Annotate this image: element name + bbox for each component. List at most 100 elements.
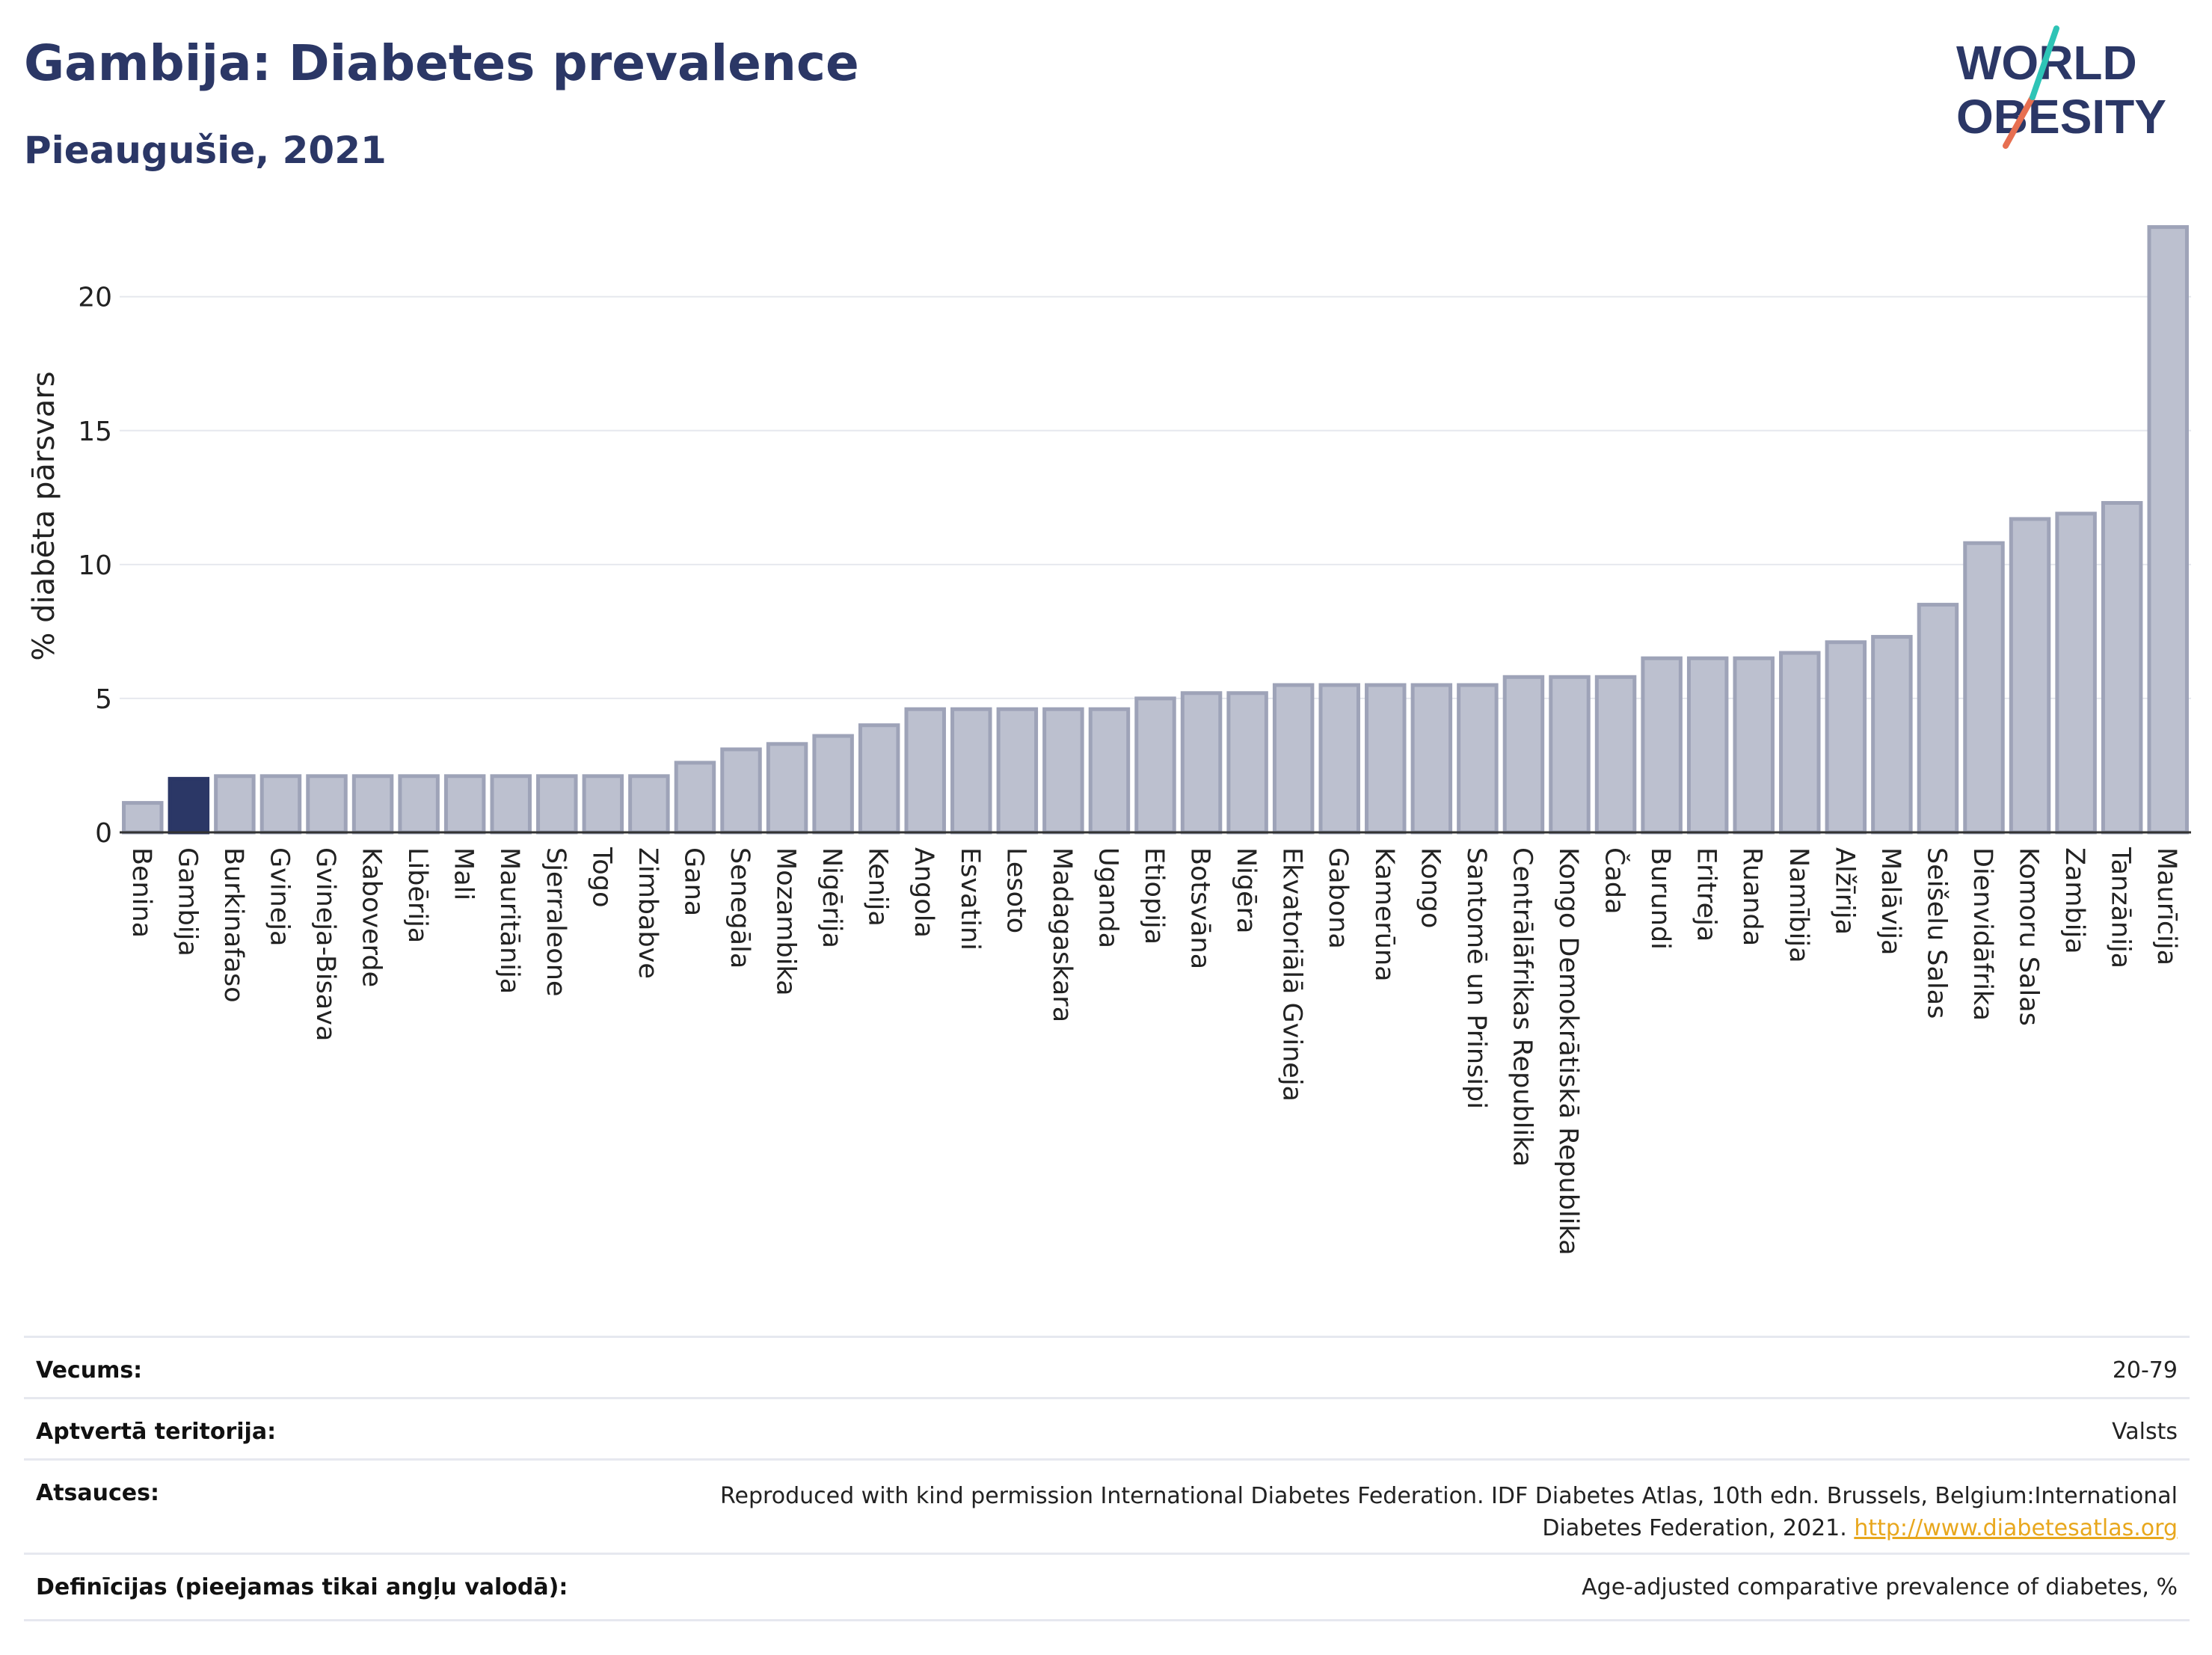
bar-namībija[interactable]	[1779, 651, 1821, 835]
bar-nigērija[interactable]	[812, 734, 854, 835]
x-tick-label: Gabona	[1323, 847, 1353, 949]
bar-mozambika[interactable]	[766, 742, 808, 835]
bar-togo[interactable]	[582, 774, 624, 835]
bar-gvineja[interactable]	[259, 774, 302, 835]
x-tick-label: Benina	[126, 847, 156, 938]
x-tick-label: Kongo Demokrātiskā Republika	[1553, 847, 1583, 1256]
bar-kenija[interactable]	[858, 723, 900, 835]
x-tick-label: Malāvija	[1875, 847, 1905, 955]
x-tick-label: Burkinafaso	[218, 847, 248, 1003]
chart-subtitle: Pieaugušie, 2021	[24, 129, 387, 172]
x-tick-label: Uganda	[1093, 847, 1122, 948]
bar-malāvija[interactable]	[1871, 635, 1913, 835]
info-label: Aptvertā teritorija:	[36, 1419, 277, 1445]
x-tick-label: Angola	[909, 847, 938, 938]
bar-kaboverde[interactable]	[351, 774, 394, 835]
bar-burkinafaso[interactable]	[214, 774, 256, 835]
logo-line2: OBESITY	[1956, 90, 2166, 144]
reference-line1: Reproduced with kind permission Internat…	[720, 1483, 2178, 1509]
bar-burundi[interactable]	[1641, 656, 1683, 835]
bar-maurīcija[interactable]	[2147, 225, 2189, 835]
bar-botsvāna[interactable]	[1180, 691, 1223, 835]
y-tick-label: 0	[95, 818, 112, 849]
bar-zambija[interactable]	[2055, 512, 2097, 835]
x-tick-label: Kamerūna	[1369, 847, 1399, 982]
bar-nigēra[interactable]	[1226, 691, 1268, 835]
x-tick-label: Gvineja-Bisava	[310, 847, 340, 1041]
bar-gvineja-bisava[interactable]	[306, 774, 348, 835]
bar-ruanda[interactable]	[1733, 656, 1775, 835]
chart-title: Gambija: Diabetes prevalence	[24, 34, 859, 92]
bar-uganda[interactable]	[1088, 707, 1131, 835]
x-tick-label: Čada	[1600, 847, 1631, 915]
bar-esvatini[interactable]	[950, 707, 992, 835]
diabetesatlas-link[interactable]: http://www.diabetesatlas.org	[1854, 1515, 2178, 1541]
y-tick-label: 10	[78, 550, 112, 581]
x-tick-label: Mozambika	[771, 847, 801, 996]
bar-madagaskara[interactable]	[1042, 707, 1084, 835]
x-tick-label: Maurīcija	[2151, 847, 2181, 965]
bar-seišelu-salas[interactable]	[1917, 603, 1959, 835]
reference-line2: Diabetes Federation, 2021. http://www.di…	[720, 1512, 2178, 1544]
bar-alžīrija[interactable]	[1825, 640, 1867, 835]
bar-čada[interactable]	[1594, 675, 1637, 835]
bar-libērija[interactable]	[398, 774, 440, 835]
x-tick-label: Santomē un Prinsipi	[1461, 847, 1491, 1109]
x-tick-label: Komoru Salas	[2014, 847, 2044, 1026]
bar-lesoto[interactable]	[996, 707, 1039, 835]
x-tick-label: Sjerraleone	[541, 847, 571, 996]
bar-kongo-demokrātiskā-republika[interactable]	[1549, 675, 1591, 835]
bar-senegāla[interactable]	[720, 747, 762, 835]
x-tick-label: Kongo	[1415, 847, 1445, 928]
bar-kamerūna[interactable]	[1365, 683, 1407, 835]
x-tick-label: Togo	[586, 847, 616, 907]
logo-slash-teal	[2030, 25, 2059, 100]
info-value: Age-adjusted comparative prevalence of d…	[1582, 1574, 2178, 1600]
x-tick-label: Dienvidāfrika	[1967, 847, 1997, 1021]
x-tick-label: Eritreja	[1692, 847, 1721, 942]
bar-gambija[interactable]	[168, 776, 210, 835]
x-tick-label: Tanzānija	[2106, 847, 2136, 968]
bar-santomē-un-prinsipi[interactable]	[1457, 683, 1499, 835]
bar-benina[interactable]	[122, 801, 164, 835]
bar-tanzānija[interactable]	[2101, 500, 2143, 835]
info-value: Valsts	[2112, 1419, 2178, 1445]
bar-centrālāfrikas-republika[interactable]	[1502, 675, 1545, 835]
reference-text: Diabetes Federation, 2021.	[1542, 1515, 1855, 1541]
info-row-age: Vecums: 20-79	[24, 1336, 2190, 1399]
x-tick-label: Zimbabve	[633, 847, 663, 979]
info-row-coverage: Aptvertā teritorija: Valsts	[24, 1397, 2190, 1461]
x-tick-label: Ekvatoriālā Gvineja	[1277, 847, 1307, 1102]
x-tick-label: Namībija	[1784, 847, 1813, 963]
bar-mauritānija[interactable]	[490, 774, 532, 835]
y-tick-label: 5	[95, 684, 112, 715]
x-tick-label: Mali	[449, 847, 479, 900]
bar-komoru-salas[interactable]	[2009, 517, 2051, 835]
y-tick-label: 15	[78, 417, 112, 447]
x-tick-label: Mauritānija	[494, 847, 524, 994]
world-obesity-logo: WORLD OBESITY	[1956, 25, 2166, 149]
y-tick-label: 20	[78, 283, 112, 313]
x-tick-label: Ruanda	[1737, 847, 1767, 946]
x-tick-label: Botsvāna	[1185, 847, 1215, 969]
x-tick-label: Seišelu Salas	[1921, 847, 1951, 1019]
x-axis-labels: Benina Gambija Burkinafaso Gvineja Gvineja-B…	[126, 847, 2181, 1256]
info-label: Vecums:	[36, 1357, 143, 1384]
bar-angola[interactable]	[904, 707, 946, 835]
x-tick-label: Libērija	[402, 847, 432, 943]
bar-eritreja[interactable]	[1686, 656, 1729, 835]
x-tick-label: Gvineja	[264, 847, 294, 946]
x-tick-label: Alžīrija	[1829, 847, 1859, 935]
bar-dienvidāfrika[interactable]	[1963, 541, 2005, 835]
info-value: 20-79	[2112, 1357, 2178, 1384]
bar-gabona[interactable]	[1318, 683, 1360, 835]
bar-ekvatoriālā-gvineja[interactable]	[1272, 683, 1315, 835]
bar-zimbabve[interactable]	[628, 774, 670, 835]
bar-gana[interactable]	[674, 761, 716, 835]
bar-sjerraleone[interactable]	[536, 774, 578, 835]
x-tick-label: Etiopija	[1139, 847, 1169, 945]
y-axis-label: % diabēta pārsvars	[27, 371, 61, 660]
bar-etiopija[interactable]	[1134, 696, 1176, 835]
bar-kongo[interactable]	[1410, 683, 1453, 835]
bar-mali[interactable]	[443, 774, 486, 835]
